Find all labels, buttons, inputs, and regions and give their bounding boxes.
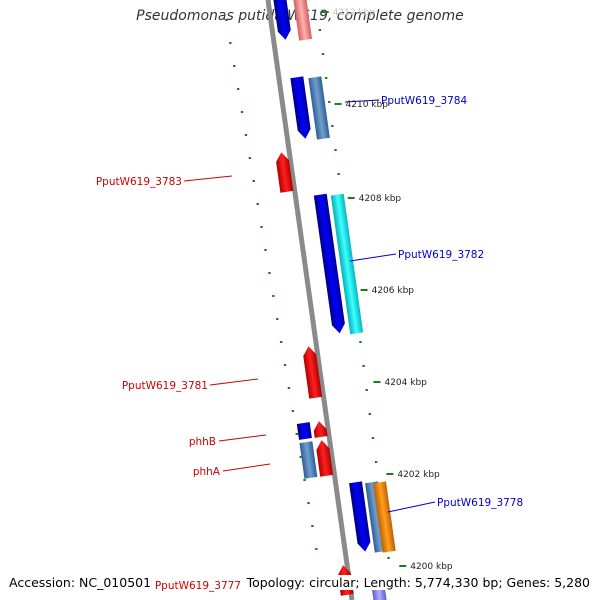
gc-dot xyxy=(229,42,232,44)
gene-features xyxy=(272,0,396,600)
gene-label: PputW619_3778 xyxy=(437,497,523,509)
gc-dot xyxy=(303,479,306,481)
gc-dot xyxy=(318,29,322,31)
gc-dot xyxy=(371,437,375,439)
gc-dot xyxy=(279,341,283,343)
forward-cds xyxy=(296,422,312,440)
gc-dot xyxy=(387,557,390,559)
gc-dot xyxy=(311,525,314,527)
gc-dot xyxy=(244,134,248,136)
gc-dot xyxy=(295,433,298,435)
reverse-cds-group xyxy=(276,152,294,193)
gc-dot xyxy=(248,157,252,159)
rna-feature xyxy=(330,193,364,335)
forward-cds-group xyxy=(290,76,311,139)
forward-gene xyxy=(308,76,330,140)
forward-gene xyxy=(299,441,318,479)
gc-dot xyxy=(272,295,275,297)
tick-label: 4212 kbp xyxy=(333,8,376,18)
gene-label: PputW619_3783 xyxy=(96,176,182,188)
gc-dot xyxy=(299,456,302,458)
accession-text: Accession: NC_010501 xyxy=(9,575,152,590)
reverse-cds-group xyxy=(316,440,334,477)
orange-feature xyxy=(373,481,396,553)
leader-line xyxy=(344,99,380,103)
gene-label: PputW619_3784 xyxy=(381,95,467,107)
genome-backbone xyxy=(265,0,355,600)
tick-label: 4210 kbp xyxy=(346,100,389,110)
gc-dot xyxy=(328,101,331,103)
leader-line xyxy=(222,463,271,472)
rna-feature-group xyxy=(330,193,364,335)
gc-dot xyxy=(264,249,267,251)
forward-cds xyxy=(272,0,291,40)
pink-feature-group xyxy=(292,0,313,41)
forward-cds xyxy=(313,193,345,334)
gc-dot xyxy=(321,53,325,55)
tick-label: 4208 kbp xyxy=(359,194,402,204)
gene-label: phhA xyxy=(193,466,221,478)
leader-line xyxy=(183,175,233,182)
gc-dot xyxy=(362,365,365,367)
gc-dot xyxy=(291,410,295,412)
gc-dot xyxy=(233,65,236,67)
gene-label: PputW619_3781 xyxy=(122,380,208,392)
topology-text: Topology: circular; Length: 5,774,330 bp… xyxy=(242,575,590,590)
gene-labels: PputW619_3784 PputW619_3783 PputW619_3782 P… xyxy=(96,95,523,592)
forward-cds-group xyxy=(349,481,371,552)
gc-dot xyxy=(374,461,378,463)
forward-cds-group xyxy=(272,0,291,40)
reverse-cds xyxy=(316,440,334,477)
gc-dot xyxy=(252,180,255,182)
forward-cds-group xyxy=(313,193,345,334)
tick-label: 4202 kbp xyxy=(397,470,440,480)
gc-dot xyxy=(260,226,263,228)
forward-gene-group xyxy=(308,76,330,140)
gc-dot xyxy=(324,77,328,79)
tick-label: 4206 kbp xyxy=(372,286,415,296)
gc-dot xyxy=(236,88,240,90)
gene-label: phhB xyxy=(189,436,216,448)
gc-dot xyxy=(315,548,318,550)
gc-dot xyxy=(283,364,287,366)
gc-dot xyxy=(337,173,340,175)
gc-dot xyxy=(268,272,271,274)
reverse-cds-group xyxy=(303,346,323,399)
scale-ticks xyxy=(321,11,407,567)
gene-label: PputW619_3782 xyxy=(398,249,484,261)
gc-dot xyxy=(365,389,368,391)
gc-dot xyxy=(307,502,310,504)
leader-line xyxy=(387,501,436,513)
reverse-cds xyxy=(303,346,323,399)
leader-line xyxy=(349,253,397,262)
gc-dot xyxy=(225,19,228,21)
label-leader-lines xyxy=(183,99,436,585)
gc-dot xyxy=(331,125,334,127)
leader-line xyxy=(218,434,267,442)
reverse-cds-group xyxy=(313,421,328,438)
orange-feature-group xyxy=(373,481,396,553)
gene-label: PputW619_3777 xyxy=(155,580,241,592)
gc-dot xyxy=(359,341,362,343)
gc-dot xyxy=(334,149,337,151)
reverse-cds xyxy=(276,152,294,193)
tick-labels: 4212 kbp 4210 kbp 4208 kbp 4206 kbp 4204 kbp… xyxy=(333,8,453,572)
tick-label: 4204 kbp xyxy=(384,378,427,388)
forward-cds-group xyxy=(296,422,312,440)
forward-gene-group xyxy=(299,441,318,479)
forward-cds xyxy=(290,76,311,139)
pink-feature xyxy=(292,0,313,41)
forward-cds xyxy=(349,481,371,552)
gc-dot xyxy=(276,318,279,320)
gc-dot xyxy=(287,387,291,389)
leader-line xyxy=(209,378,259,386)
gc-dot xyxy=(368,413,372,415)
tick-label: 4200 kbp xyxy=(410,562,453,572)
gc-dot xyxy=(240,111,244,113)
reverse-cds xyxy=(313,421,328,438)
gc-dot xyxy=(256,203,259,205)
